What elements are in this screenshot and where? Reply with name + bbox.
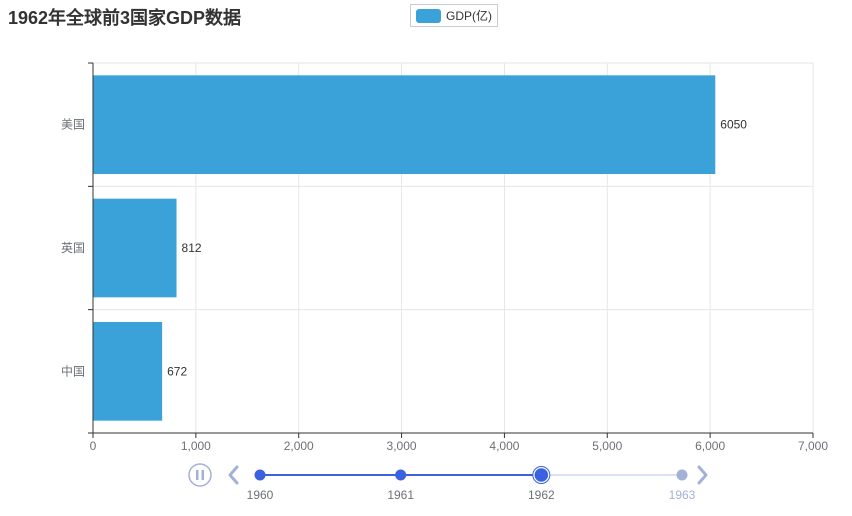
x-tick-label: 6,000 (695, 439, 725, 453)
timeline-year-label[interactable]: 1962 (528, 488, 555, 502)
bar-value-label: 672 (167, 364, 187, 378)
x-tick-label: 2,000 (284, 439, 314, 453)
y-category-label: 美国 (61, 118, 85, 132)
timeline-year-label[interactable]: 1963 (669, 488, 696, 502)
play-pause-button[interactable] (188, 463, 212, 487)
chevron-right-icon[interactable] (697, 465, 708, 485)
legend-label: GDP(亿) (446, 9, 492, 23)
bar-美国[interactable] (93, 75, 716, 174)
timeline-point[interactable] (254, 469, 266, 481)
pause-icon (196, 470, 199, 480)
chevron-left-icon[interactable] (228, 465, 239, 485)
bar-中国[interactable] (93, 322, 163, 421)
x-tick-label: 5,000 (592, 439, 622, 453)
axes: 0 1,000 2,000 3,000 4,000 5,000 6,000 7,000 美国英国… (61, 62, 828, 453)
timeline: 1960 1961 1962 1963 (188, 463, 708, 502)
timeline-point[interactable] (395, 469, 407, 481)
legend-item-gdp[interactable]: GDP(亿) (410, 4, 498, 27)
y-category-label: 英国 (61, 241, 85, 255)
pause-icon (201, 470, 204, 480)
x-tick-label: 0 (90, 439, 97, 453)
timeline-point-current[interactable] (533, 466, 550, 484)
bar-value-label: 6050 (720, 118, 747, 132)
x-tick-label: 4,000 (489, 439, 519, 453)
x-tick-label: 3,000 (387, 439, 417, 453)
timeline-point-ring (532, 466, 551, 484)
bar-英国[interactable] (93, 198, 177, 298)
legend-swatch (416, 8, 441, 23)
timeline-point[interactable] (676, 469, 688, 481)
timeline-year-label[interactable]: 1961 (387, 488, 414, 502)
timeline-year-label[interactable]: 1960 (247, 488, 274, 502)
y-category-label: 中国 (61, 363, 85, 378)
chart-title: 1962年全球前3国家GDP数据 (8, 8, 242, 28)
grid-lines (93, 62, 814, 433)
bar-value-label: 812 (182, 241, 202, 255)
x-tick-label: 7,000 (798, 439, 828, 453)
x-tick-label: 1,000 (181, 439, 211, 453)
bar-series: 6050 812 672 (93, 75, 747, 421)
